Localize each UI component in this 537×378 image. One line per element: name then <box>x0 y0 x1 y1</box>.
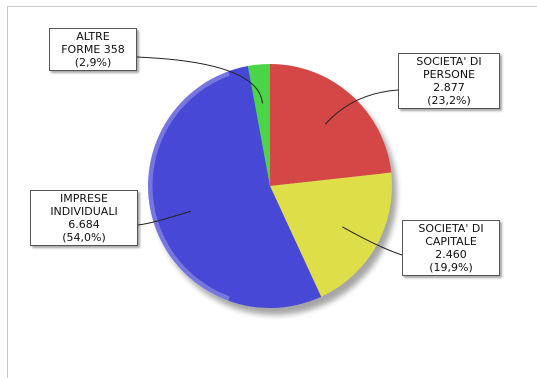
chart-frame <box>7 6 537 378</box>
slice-societa-di-capitale <box>270 172 392 297</box>
slice-imprese-individuali <box>147 66 322 309</box>
label-imprese-individuali: IMPRESE INDIVIDUALI 6.684 (54,0%) <box>30 190 138 246</box>
slice-societa-di-persone <box>270 64 392 186</box>
leader-line-societa-di-persone <box>324 89 399 125</box>
slice-altre-forme <box>247 64 270 186</box>
label-societa-di-persone: SOCIETA' DI PERSONE 2.877 (23,2%) <box>398 53 500 109</box>
leader-line-altre-forme <box>136 56 263 104</box>
label-altre-forme: ALTRE FORME 358 (2,9%) <box>49 28 137 71</box>
label-societa-di-capitale: SOCIETA' DI CAPITALE 2.460 (19,9%) <box>402 220 500 276</box>
leader-line-societa-di-capitale <box>342 226 403 256</box>
pie-rim-highlight <box>147 70 230 302</box>
leader-line-imprese-individuali <box>137 210 192 226</box>
